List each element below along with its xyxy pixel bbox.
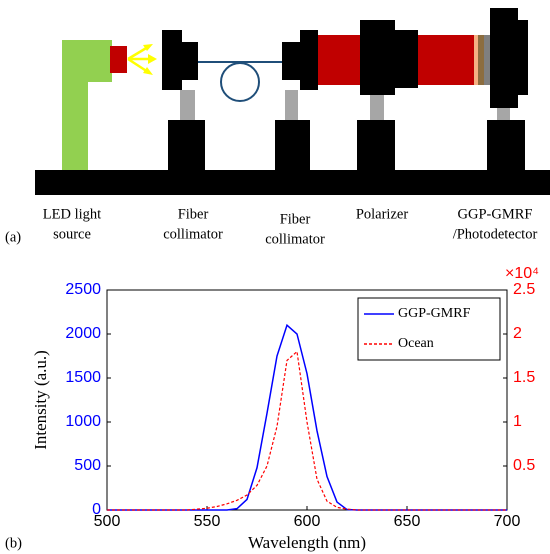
y-tick-label: 2000	[65, 325, 101, 342]
y-tick-label: 1500	[65, 369, 101, 386]
component-label: source	[53, 226, 91, 242]
component-label: LED light	[43, 206, 101, 222]
panel-label: (b)	[5, 535, 22, 551]
component-label: collimator	[163, 226, 223, 242]
component-label: /Photodetector	[453, 226, 538, 242]
component-label: Fiber	[178, 206, 209, 222]
post-base	[357, 120, 395, 170]
post	[285, 90, 298, 120]
led	[110, 46, 127, 73]
polarizer	[393, 30, 418, 88]
light-arrows	[127, 45, 151, 74]
y2-multiplier: ×10⁴	[505, 265, 539, 282]
photodetector	[490, 8, 518, 108]
x-tick-label: 700	[494, 513, 521, 530]
y2-tick-label: 2.5	[513, 281, 535, 298]
post	[180, 90, 195, 120]
y-tick-label: 2500	[65, 281, 101, 298]
series-line	[107, 350, 507, 511]
ggp-gmrf	[474, 35, 478, 85]
component-label: GGP-GMRF	[458, 206, 533, 222]
post-base	[275, 120, 310, 170]
post-base	[168, 120, 205, 170]
photodetector	[516, 20, 528, 95]
collimator	[282, 42, 302, 80]
beam	[418, 35, 474, 85]
panel-label: (a)	[5, 229, 21, 245]
x-tick-label: 550	[194, 513, 221, 530]
y2-tick-label: 0.5	[513, 457, 535, 474]
collimator	[162, 30, 182, 90]
x-tick-label: 650	[394, 513, 421, 530]
post	[497, 108, 510, 120]
collimator	[180, 42, 198, 80]
arrow-heads	[143, 44, 157, 75]
x-tick-label: 500	[94, 513, 121, 530]
y2-tick-label: 1.5	[513, 369, 535, 386]
setup-diagram	[35, 8, 550, 195]
collimator	[300, 30, 318, 90]
y-tick-label: 1000	[65, 413, 101, 430]
legend-label: GGP-GMRF	[398, 306, 471, 321]
component-label: collimator	[265, 231, 325, 247]
y2-tick-label: 2	[513, 325, 522, 342]
legend-label: Ocean	[398, 336, 434, 351]
legend-box	[357, 297, 501, 361]
y-tick-label: 500	[74, 457, 101, 474]
y-tick-label: 0	[92, 501, 101, 518]
y-axis-label: Intensity (a.u.)	[31, 350, 50, 450]
chart: 500 550 600 650 700050010001500200025000.511…	[5, 265, 539, 552]
polarizer	[360, 20, 395, 95]
led-source	[62, 40, 112, 82]
post	[370, 95, 384, 120]
x-tick-label: 600	[294, 513, 321, 530]
diagram-labels: LED light source Fiber collimator Fiber colli…	[43, 206, 538, 247]
component-label: Fiber	[280, 211, 311, 227]
x-axis-label: Wavelength (nm)	[248, 533, 366, 552]
fiber-loop	[220, 62, 260, 102]
beam	[318, 35, 363, 85]
post-base	[487, 120, 525, 170]
optical-table	[35, 170, 550, 195]
y2-tick-label: 1	[513, 413, 522, 430]
ggp-gmrf	[478, 35, 484, 85]
component-label: Polarizer	[356, 206, 409, 222]
ggp-gmrf	[484, 35, 490, 85]
